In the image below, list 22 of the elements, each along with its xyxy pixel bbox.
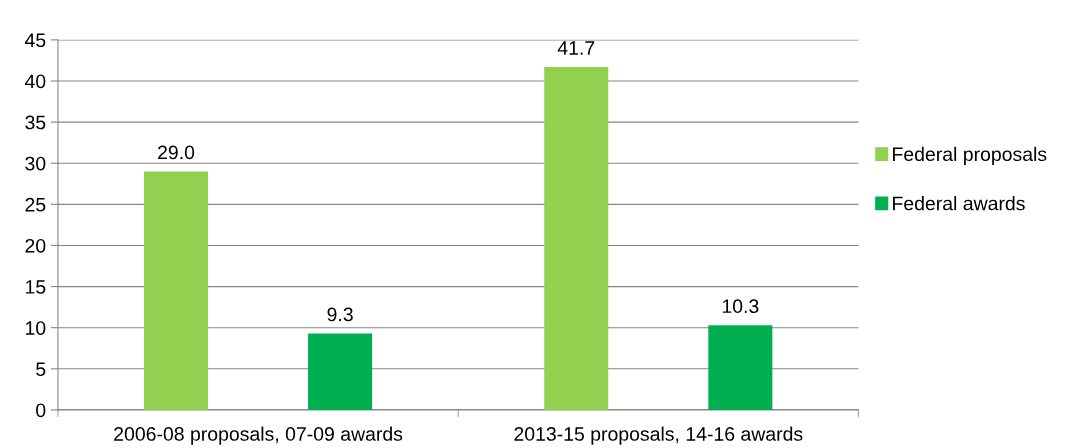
bar [708,325,773,410]
data-label: 29.0 [158,145,195,160]
y-tick-label: 35 [25,115,46,130]
legend-label: Federal proposals [893,146,1047,165]
y-tick-label: 45 [24,33,46,48]
y-tick-label: 20 [25,238,46,253]
x-tick-label: 2006-08 proposals, 07-09 awards [114,426,403,445]
bar [308,333,373,410]
bar [143,171,209,410]
y-tick-label: 40 [24,74,46,89]
data-label: 9.3 [327,307,353,322]
legend-label: Federal awards [893,196,1025,211]
data-label: 41.7 [557,41,595,55]
y-tick-label: 10 [25,321,46,335]
data-label: 10.3 [722,299,759,314]
y-tick-label: 0 [36,403,46,418]
y-tick-label: 25 [25,197,46,212]
y-tick-label: 15 [25,280,46,294]
bar [544,67,609,410]
x-tick-label: 2013-15 proposals, 14-16 awards [514,426,803,445]
y-tick-label: 5 [36,362,46,377]
y-tick-label: 30 [25,156,46,171]
